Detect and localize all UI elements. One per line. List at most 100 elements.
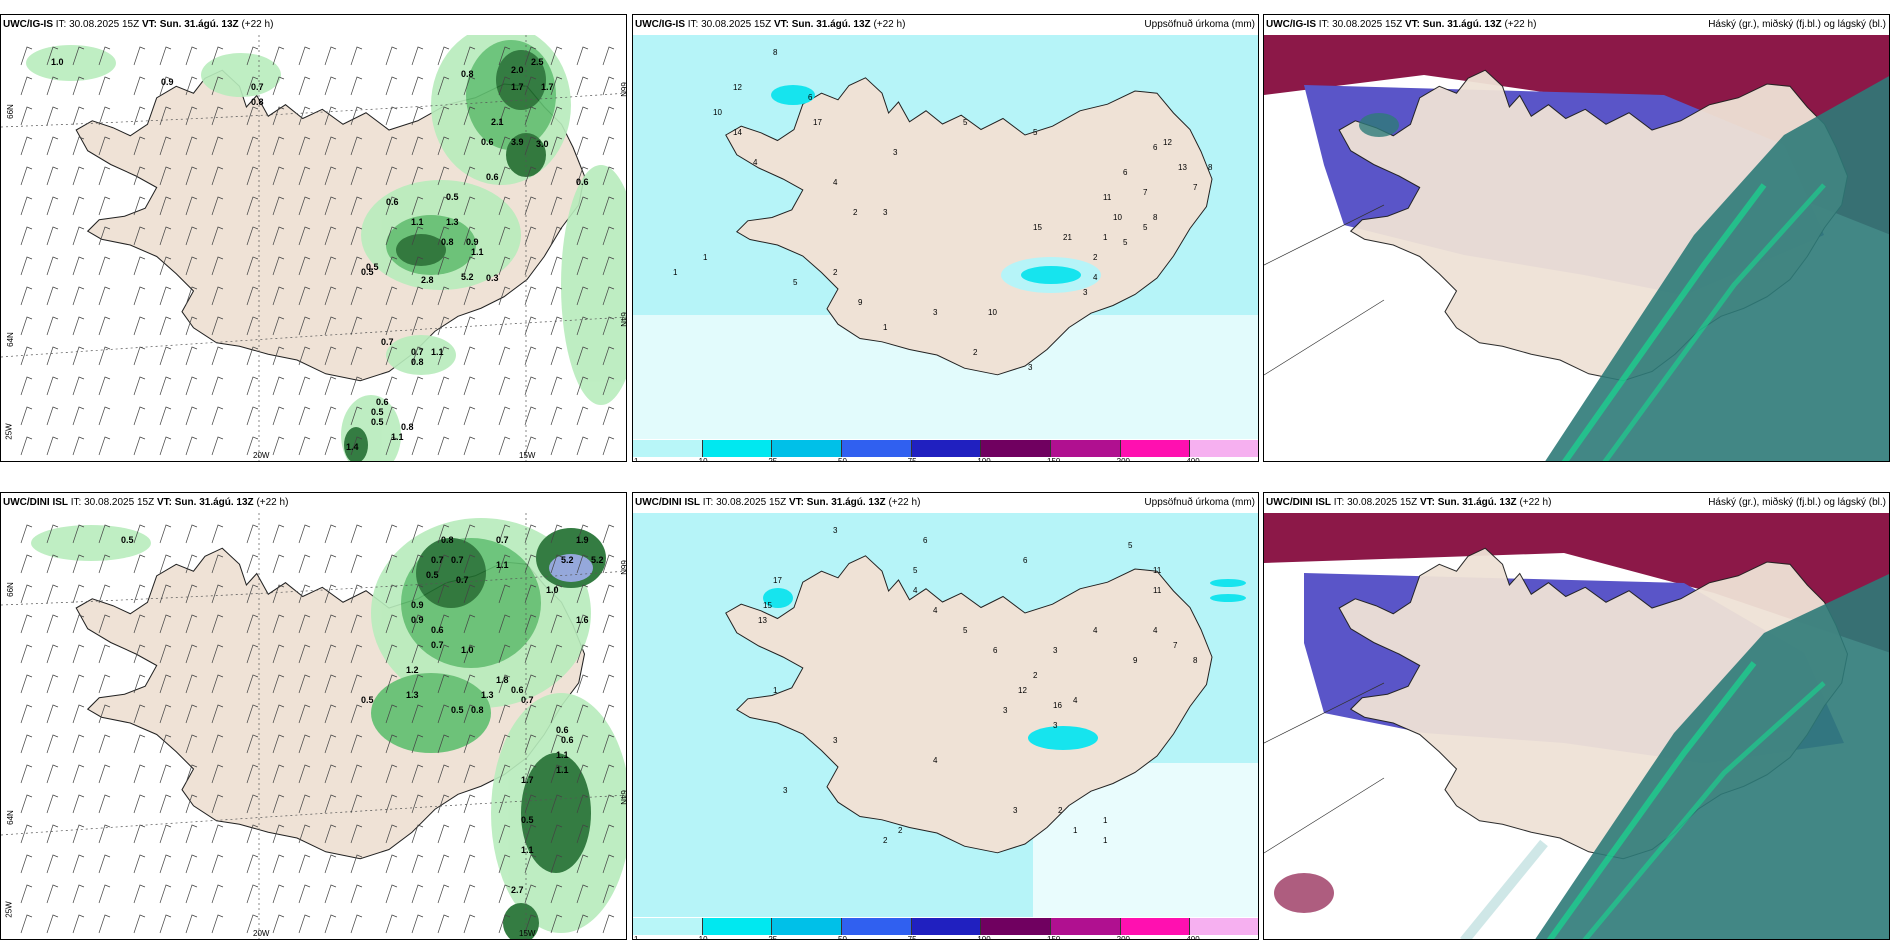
wind-barb [272,884,285,904]
wind-barb [159,346,172,366]
wind-barb [550,824,563,844]
wind-barb [385,226,398,246]
value-label: 1.4 [346,442,359,452]
cloud-map [1264,513,1889,939]
wind-barb [602,644,615,664]
wind-barb [437,76,450,96]
value-label: 8 [1208,163,1213,172]
wind-barb [46,46,59,66]
wind-barbs [20,524,615,934]
wind-barb [159,824,172,844]
wind-barb [46,376,59,396]
value-label: 1.6 [576,615,589,625]
colorbar-swatch [1190,918,1258,935]
wind-barb [98,256,111,276]
value-label: 5 [793,278,798,287]
value-label: 0.3 [486,273,499,283]
wind-barb [437,734,450,754]
wind-barb [463,136,476,156]
wind-barb [498,764,511,784]
wind-barb [20,854,33,874]
value-label: 15 [1033,223,1042,232]
value-label: 0.6 [556,725,569,735]
wind-barb [550,524,563,544]
lat-label-66n-right: 66N [618,560,627,575]
wind-barb [498,106,511,126]
value-label: 2.5 [531,57,544,67]
wind-barb [98,106,111,126]
wind-barb [385,584,398,604]
wind-barb [411,734,424,754]
wind-barb [576,824,589,844]
value-label: 1 [1103,816,1108,825]
wind-barb [72,316,85,336]
value-label: 1 [1103,836,1108,845]
wind-barb [576,436,589,456]
wind-barb [46,106,59,126]
value-label: 1.0 [51,57,64,67]
wind-barb [211,436,224,456]
wind-barb [437,406,450,426]
wind-barb [185,614,198,634]
value-label: 1.0 [461,645,474,655]
wind-barb [463,854,476,874]
wind-barb [72,376,85,396]
value-label: 2 [973,348,978,357]
wind-barb [246,346,259,366]
wind-barb [576,644,589,664]
wind-barb [272,106,285,126]
wind-barb [298,914,311,934]
wind-barb [246,376,259,396]
wind-barb [324,196,337,216]
wind-barb [246,136,259,156]
wind-barb [159,286,172,306]
wind-barb [133,346,146,366]
value-label: 3 [1013,806,1018,815]
wind-barb [463,764,476,784]
wind-barb [550,884,563,904]
wind-barb [463,46,476,66]
wind-barb [576,914,589,934]
value-label: 3 [883,208,888,217]
wind-barb [185,76,198,96]
wind-barb [185,436,198,456]
wind-barb [385,76,398,96]
wind-barb [211,614,224,634]
wind-barb [159,406,172,426]
wind-barb [133,46,146,66]
wind-barb [463,584,476,604]
precip-colorbar: 1 10 25 50 75 100 150 200 400 [633,915,1258,939]
wind-barb [211,406,224,426]
wind-barb [72,704,85,724]
value-label: 5 [1033,128,1038,137]
wind-barb [133,226,146,246]
wind-barb [350,824,363,844]
wind-barb [133,136,146,156]
wind-barb [550,614,563,634]
wind-barb [385,854,398,874]
wind-barb [211,316,224,336]
value-label: 2.1 [491,117,504,127]
wind-barb [20,644,33,664]
value-label: 0.7 [456,575,469,585]
value-label: 5.2 [591,555,604,565]
wind-barb [272,644,285,664]
value-label: 0.8 [441,535,454,545]
wind-barb [133,106,146,126]
value-label: 6 [1023,556,1028,565]
wind-barb [350,106,363,126]
wind-barb [133,764,146,784]
wind-barb [550,46,563,66]
panel-header: UWC/IG-IS IT: 30.08.2025 15Z VT: Sun. 31… [3,19,274,30]
wind-barb [550,436,563,456]
wind-barb [46,704,59,724]
wind-barb [72,674,85,694]
lon-label-25w: 25W [4,423,14,440]
wind-barb [246,406,259,426]
wind-barb [463,286,476,306]
wind-barb [411,436,424,456]
wind-barb [298,196,311,216]
value-label: 3 [1053,721,1058,730]
wind-barb [72,196,85,216]
wind-barb [159,316,172,336]
